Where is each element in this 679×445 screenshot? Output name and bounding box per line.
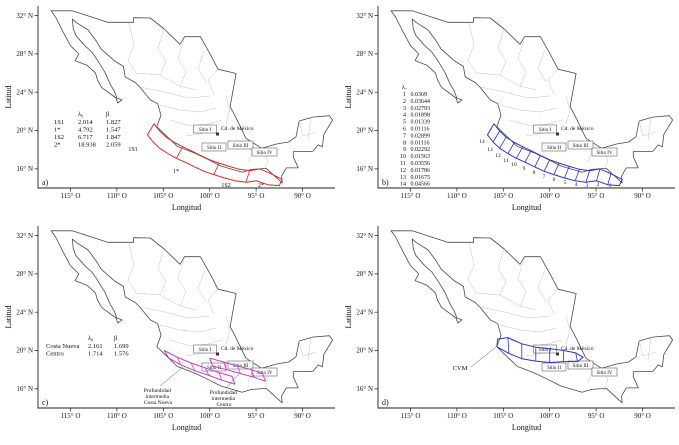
legend-row-number: 5 (403, 120, 406, 126)
segment-number: 8 (532, 170, 535, 176)
panel-d: CVM d) (340, 220, 679, 440)
legend-row-value: 1.547 (106, 127, 121, 134)
legend-header-beta: β (114, 335, 118, 342)
segment-number: 10 (511, 162, 517, 168)
zone-dividers (223, 361, 255, 378)
panel-a: 1S1 1* 1S2 2* λ₀ β 1S1 2.014 1.827 1* 4.… (0, 0, 339, 220)
segment-number: 4 (574, 182, 577, 188)
legend-row-number: 7 (403, 133, 406, 139)
legend-b: λ₇ 1 0.0369 2 0.03644 3 0.02793 4 0.0189… (400, 85, 430, 188)
legend-row-value: 2.014 (78, 119, 93, 126)
legend-row-value: 0.01675 (410, 175, 430, 181)
legend-row-number: 3 (403, 106, 406, 112)
segment-number: 13 (487, 147, 493, 153)
legend-row-value: 0.01339 (410, 120, 430, 126)
legend-row-name: 1S2 (54, 134, 64, 141)
legend-row-value: 1.714 (88, 351, 103, 358)
panel-tag: c) (42, 398, 49, 407)
legend-row-value: 18.938 (78, 142, 96, 149)
segment-number: 9 (522, 166, 525, 172)
legend-row-value: 1.699 (114, 343, 129, 350)
legend-row-value: 6.717 (78, 134, 93, 141)
legend-row-number: 4 (403, 113, 406, 119)
segment-number: 12 (495, 153, 501, 159)
legend-row-value: 0.0369 (410, 92, 427, 98)
legend-row-value: 0.02292 (410, 147, 430, 153)
intermediate-depth-zone-centro (209, 357, 266, 382)
legend-c: λ₀ β Costa Nueva 2.161 1.699 Centro 1.71… (46, 335, 129, 358)
legend-row-number: 10 (400, 154, 406, 160)
legend-row-number: 11 (400, 161, 406, 167)
legend-row-value: 1.827 (106, 119, 121, 126)
legend-row-value: 0.03556 (410, 161, 430, 167)
cvm-label: CVM (452, 365, 467, 372)
legend-row-number: 12 (400, 168, 406, 174)
legend-row-number: 2 (403, 99, 406, 105)
annotation-centro: Profundidad intermedia Centro (210, 389, 239, 408)
legend-row-value: 2.161 (88, 343, 103, 350)
legend-row-value: 0.02793 (410, 106, 430, 112)
legend-row-name: 1* (54, 127, 61, 134)
segment-number: 7 (542, 174, 545, 180)
segment-number: 6 (552, 177, 555, 183)
legend-row-value: 0.01116 (410, 127, 429, 133)
cvm-leader (470, 346, 496, 368)
zone-label: 1* (173, 169, 179, 175)
legend-row-value: 0.04566 (410, 182, 430, 188)
legend-row-number: 8 (403, 140, 406, 146)
zone-dividers (175, 146, 250, 183)
zone-label: 1S1 (128, 147, 137, 153)
zone-dividers (176, 357, 223, 381)
panel-tag: d) (382, 398, 389, 407)
panel-tag: a) (42, 178, 49, 187)
annotation-leader-centro (225, 373, 240, 389)
basemap-instance (343, 225, 675, 433)
panel-tag: b) (382, 178, 389, 187)
annotation-costa-nueva: Profundidad intermedia Costa Nueva (144, 387, 173, 406)
legend-row-number: 1 (403, 92, 406, 98)
legend-row-value: 1.576 (114, 351, 129, 358)
legend-row-number: 14 (400, 182, 406, 188)
legend-row-value: 2.059 (106, 142, 121, 149)
annotation-leader-costa-nueva (159, 366, 184, 387)
segment-number: 11 (503, 158, 509, 164)
legend-row-value: 0.03644 (410, 99, 430, 105)
legend-header-lambda: λ₀ (88, 335, 93, 342)
segment-number: 1 (608, 183, 611, 189)
legend-header-lambda: λ₇ (402, 85, 407, 91)
legend-row-value: 0.01116 (410, 140, 429, 146)
legend-row-name: 1S1 (54, 119, 64, 126)
legend-row-number: 9 (403, 147, 406, 153)
basemap-instance (3, 5, 336, 213)
legend-row-value: 0.01786 (410, 168, 430, 174)
legend-header-lambda: λ₀ (78, 111, 83, 118)
basemap-instance (343, 5, 675, 213)
legend-row-value: 4.792 (78, 127, 93, 134)
volcanic-belt-zone-cvm (495, 337, 584, 363)
panel-c: Profundidad intermedia Costa Nueva Profu… (0, 220, 339, 440)
zone-dividers (507, 337, 578, 363)
legend-row-number: 13 (400, 175, 406, 181)
segment-number: 5 (563, 180, 566, 186)
legend-header-beta: β (106, 111, 110, 118)
legend-row-name: Centro (46, 351, 64, 358)
segment-number: 3 (585, 183, 588, 189)
legend-row-number: 6 (403, 127, 406, 133)
legend-row-name: 2* (54, 142, 61, 149)
legend-row-value: 0.02899 (410, 133, 430, 139)
legend-row-value: 1.847 (106, 134, 121, 141)
segment-numbers: 14 13 12 11 10 9 8 7 6 5 4 3 2 1 (479, 139, 611, 189)
zone-label: 1S2 (221, 183, 230, 189)
legend-a: λ₀ β 1S1 2.014 1.827 1* 4.792 1.547 1S2 … (54, 111, 121, 149)
legend-row-name: Costa Nueva (46, 343, 80, 350)
legend-row-value: 0.01563 (410, 154, 430, 160)
segment-number: 14 (479, 139, 485, 145)
zone-dividers (492, 130, 611, 185)
legend-row-value: 0.01898 (410, 113, 430, 119)
panel-b: 14 13 12 11 10 9 8 7 6 5 4 3 2 1 λ₇ 1 0.… (340, 0, 679, 220)
zone-label: 2* (258, 183, 264, 189)
segment-number: 2 (596, 182, 599, 188)
